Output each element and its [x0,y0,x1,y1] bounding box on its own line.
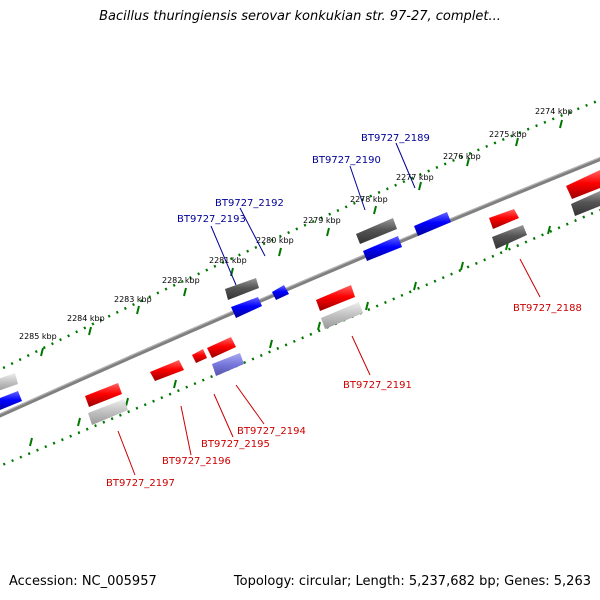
gene-feature[interactable] [363,236,402,261]
cds-feature[interactable] [225,278,259,300]
tick-label-2275: 2275 kbp [489,130,527,139]
gene-feature[interactable] [231,297,262,318]
tick-label-2277: 2277 kbp [396,173,434,182]
cds-feature[interactable] [321,302,363,329]
gene-feature[interactable] [272,285,289,300]
gene-feature[interactable] [85,383,122,407]
tick-label-2285: 2285 kbp [19,332,57,341]
tick-label-2281: 2281 kbp [209,256,247,265]
cds-feature[interactable] [571,191,600,216]
tick-label-2280: 2280 kbp [256,236,294,245]
gene-feature[interactable] [150,360,184,381]
rna-feature[interactable] [212,353,244,376]
major-ticks-outer [40,119,563,357]
tick-label-2279: 2279 kbp [303,216,341,225]
gene-feature[interactable] [489,209,519,229]
gene-label-bt9727-2189[interactable]: BT9727_2189 [361,133,430,144]
cds-feature[interactable] [88,399,128,425]
tick-label-2282: 2282 kbp [162,276,200,285]
reverse-strand-features [0,170,600,412]
cds-feature[interactable] [492,225,527,249]
gene-label-bt9727-2197[interactable]: BT9727_2197 [106,478,175,489]
genome-summary: Topology: circular; Length: 5,237,682 bp… [233,574,591,589]
gene-feature[interactable] [207,337,236,358]
tick-label-2278: 2278 kbp [350,195,388,204]
gene-feature[interactable] [316,285,355,311]
tick-label-2283: 2283 kbp [114,295,152,304]
cds-feature[interactable] [0,373,18,392]
gene-label-bt9727-2196[interactable]: BT9727_2196 [162,456,231,467]
gene-label-bt9727-2194[interactable]: BT9727_2194 [237,426,306,437]
gene-label-bt9727-2191[interactable]: BT9727_2191 [343,380,412,391]
gene-feature[interactable] [0,391,22,412]
gene-label-bt9727-2190[interactable]: BT9727_2190 [312,155,381,166]
tick-label-2276: 2276 kbp [443,152,481,161]
gene-label-bt9727-2195[interactable]: BT9727_2195 [201,439,270,450]
tick-label-2284: 2284 kbp [67,314,105,323]
accession-label: Accession: NC_005957 [9,574,157,589]
cds-feature[interactable] [356,218,397,244]
gene-label-bt9727-2193[interactable]: BT9727_2193 [177,214,246,225]
gene-label-bt9727-2188[interactable]: BT9727_2188 [513,303,582,314]
label-leaders [117,142,541,476]
map-title: Bacillus thuringiensis serovar konkukian… [99,9,501,24]
gene-label-bt9727-2192[interactable]: BT9727_2192 [215,198,284,209]
gene-feature[interactable] [414,212,451,236]
forward-strand-features [85,285,363,425]
backbone-highlight [0,157,600,415]
gene-feature[interactable] [566,170,600,199]
gene-feature[interactable] [192,349,207,363]
tick-label-2274: 2274 kbp [535,107,573,116]
genome-backbone [0,156,600,418]
